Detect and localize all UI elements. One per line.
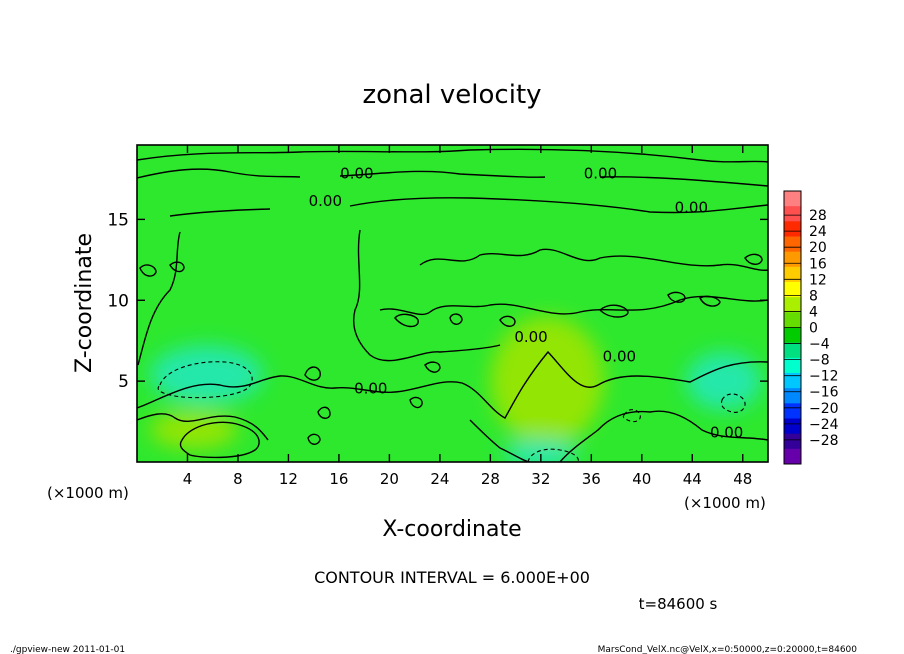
colorbar-swatch	[784, 312, 801, 328]
time-label: t=84600 s	[639, 595, 718, 613]
y-tick-label: 15	[107, 210, 129, 230]
footer-right: MarsCond_VelX.nc@VelX,x=0:50000,z=0:2000…	[598, 645, 858, 654]
contour-label: 0.00	[584, 164, 617, 182]
colorbar-swatch	[784, 221, 801, 237]
x-unit-left: (×1000 m)	[47, 484, 129, 502]
colorbar-label: 20	[809, 240, 827, 256]
colorbar-label: −28	[809, 433, 839, 449]
contour-line	[137, 168, 768, 187]
colorbar-swatch	[784, 251, 801, 268]
x-tick-label: 32	[531, 470, 550, 488]
contour-label: 0.00	[354, 380, 387, 398]
x-tick-label: 28	[481, 470, 500, 488]
plot-field: 0.00 0.00 0.00 0.00 0.00 0.00 0.00 0.00	[137, 145, 768, 462]
x-unit-right: (×1000 m)	[684, 494, 766, 512]
plot-frame	[136, 144, 769, 463]
x-tick-label: 24	[430, 470, 449, 488]
x-tick-label: 40	[632, 470, 651, 488]
colorbar-swatch	[784, 191, 801, 207]
contour-line	[137, 410, 768, 462]
contour-line	[419, 248, 768, 271]
colorbar-label: −8	[809, 353, 830, 369]
contour-label: 0.00	[309, 192, 342, 210]
colorbar-label: 12	[809, 272, 827, 288]
contour-line	[137, 148, 768, 163]
chart-title: zonal velocity	[362, 80, 541, 110]
x-tick-label: 36	[582, 470, 601, 488]
contour-line	[157, 361, 253, 399]
x-tick-label: 48	[733, 470, 752, 488]
colorbar-label: 24	[809, 224, 827, 240]
x-tick-label: 8	[233, 470, 243, 488]
colorbar-swatch	[784, 357, 801, 374]
contour-line	[169, 197, 768, 217]
contour-line	[179, 421, 260, 459]
contour-line	[527, 448, 579, 462]
positive-region	[490, 316, 604, 446]
contour-interval: CONTOUR INTERVAL = 6.000E+00	[314, 568, 590, 587]
field-background	[137, 145, 768, 462]
contour-line	[137, 350, 768, 419]
colorbar-swatch	[784, 448, 801, 465]
colorbar-swatch	[784, 266, 801, 283]
colorbar-swatch	[784, 403, 801, 419]
colorbar-label: 0	[809, 321, 818, 337]
x-tick-label: 4	[183, 470, 193, 488]
negative-region	[149, 345, 264, 404]
x-tick-label: 12	[279, 470, 298, 488]
x-tick-label: 20	[380, 470, 399, 488]
x-tick-label: 44	[683, 470, 702, 488]
x-axis-label: X-coordinate	[382, 517, 521, 542]
colorbar-swatch	[784, 418, 801, 435]
contour-label: 0.00	[514, 328, 547, 346]
footer-left: ./gpview-new 2011-01-01	[10, 645, 125, 654]
colorbar-label: −24	[809, 417, 839, 433]
negative-region	[685, 352, 762, 411]
contour-line	[137, 229, 501, 366]
contour-line	[720, 393, 746, 413]
colorbar-swatch	[784, 297, 801, 313]
contour-line	[379, 295, 768, 316]
colorbar-swatch	[784, 327, 801, 344]
contour-line	[139, 253, 763, 445]
y-axis-label: Z-coordinate	[72, 233, 97, 373]
colorbar-swatch	[784, 342, 801, 359]
colorbar-label: −16	[809, 385, 839, 401]
x-tick-label: 16	[329, 470, 348, 488]
colorbar-label: 4	[809, 304, 818, 320]
colorbar-swatch	[784, 373, 801, 389]
colorbar-swatch	[784, 388, 801, 404]
colorbar-label: 28	[809, 208, 827, 224]
colorbar-label: −12	[809, 369, 839, 385]
colorbar-label: −4	[809, 337, 830, 353]
y-tick-label: 10	[107, 291, 129, 311]
colorbar-swatch	[784, 433, 801, 450]
colorbar-label: −20	[809, 401, 839, 417]
contour-label: 0.00	[603, 347, 636, 365]
colorbar-swatch	[784, 282, 801, 298]
contour-label: 0.00	[340, 164, 373, 182]
negative-region	[502, 439, 579, 462]
contour-label: 0.00	[675, 198, 708, 216]
colorbar-label: 8	[809, 288, 818, 304]
contour-label: 0.00	[710, 423, 743, 441]
colorbar-swatch	[784, 206, 801, 222]
colorbar-label: 16	[809, 256, 827, 272]
contour-line	[622, 409, 641, 423]
colorbar-swatch	[784, 236, 801, 253]
y-tick-label: 5	[118, 372, 129, 392]
